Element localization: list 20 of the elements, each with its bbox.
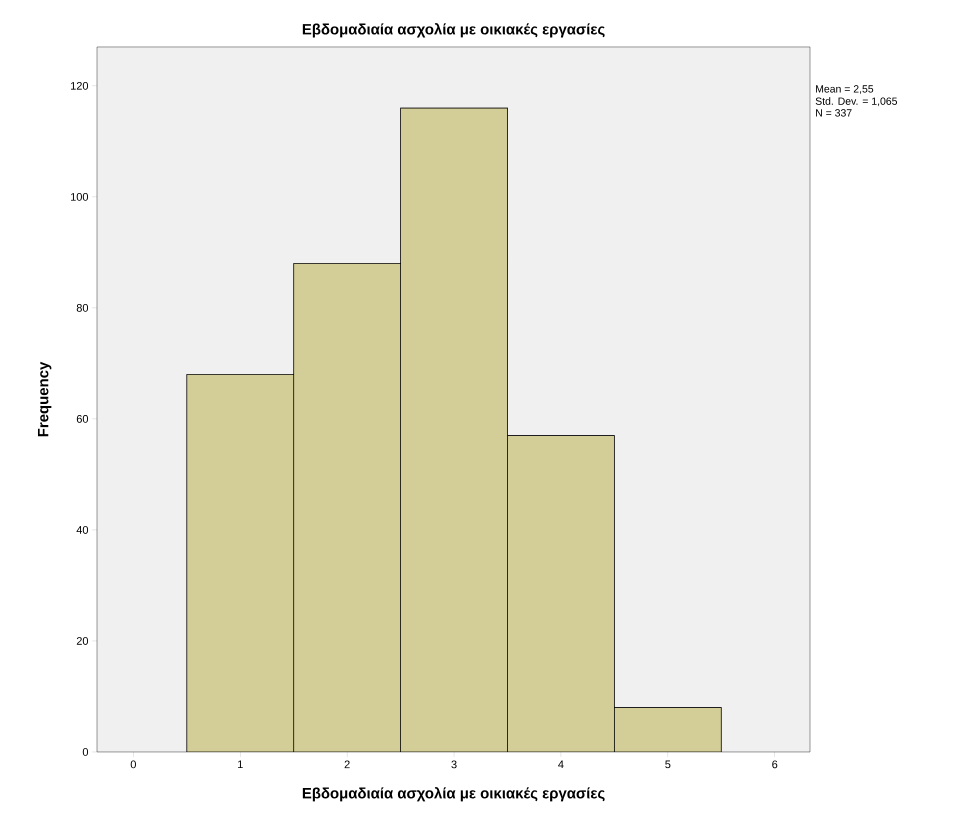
x-tick-label: 6 <box>772 760 778 768</box>
y-tick-label: 120 <box>71 82 88 90</box>
y-tick-label: 60 <box>76 415 88 423</box>
y-tick-label: 20 <box>76 637 88 645</box>
y-tick-label: 0 <box>82 748 88 756</box>
x-tick-label: 4 <box>558 760 564 768</box>
x-tick-label: 1 <box>238 760 243 768</box>
y-axis-title: Frequency <box>38 362 52 436</box>
x-tick-label: 2 <box>344 760 350 768</box>
text: Mean = 2,55 <box>816 85 874 94</box>
y-tick-label: 40 <box>76 526 88 534</box>
text: N = 337 <box>816 109 852 117</box>
x-tick-label: 3 <box>451 760 457 768</box>
chart-title: Εβδομαδιαία ασχολία με οικιακές εργασίες <box>302 23 605 38</box>
y-tick-label: 100 <box>71 192 88 201</box>
x-tick-label: 5 <box>665 760 670 768</box>
y-tick-label: 80 <box>76 304 88 312</box>
x-axis-title: Εβδομαδιαία ασχολία με οικιακές εργασίες <box>302 787 605 802</box>
x-tick-label: 0 <box>130 760 136 768</box>
text: Std. Dev. = 1,065 <box>816 97 898 106</box>
